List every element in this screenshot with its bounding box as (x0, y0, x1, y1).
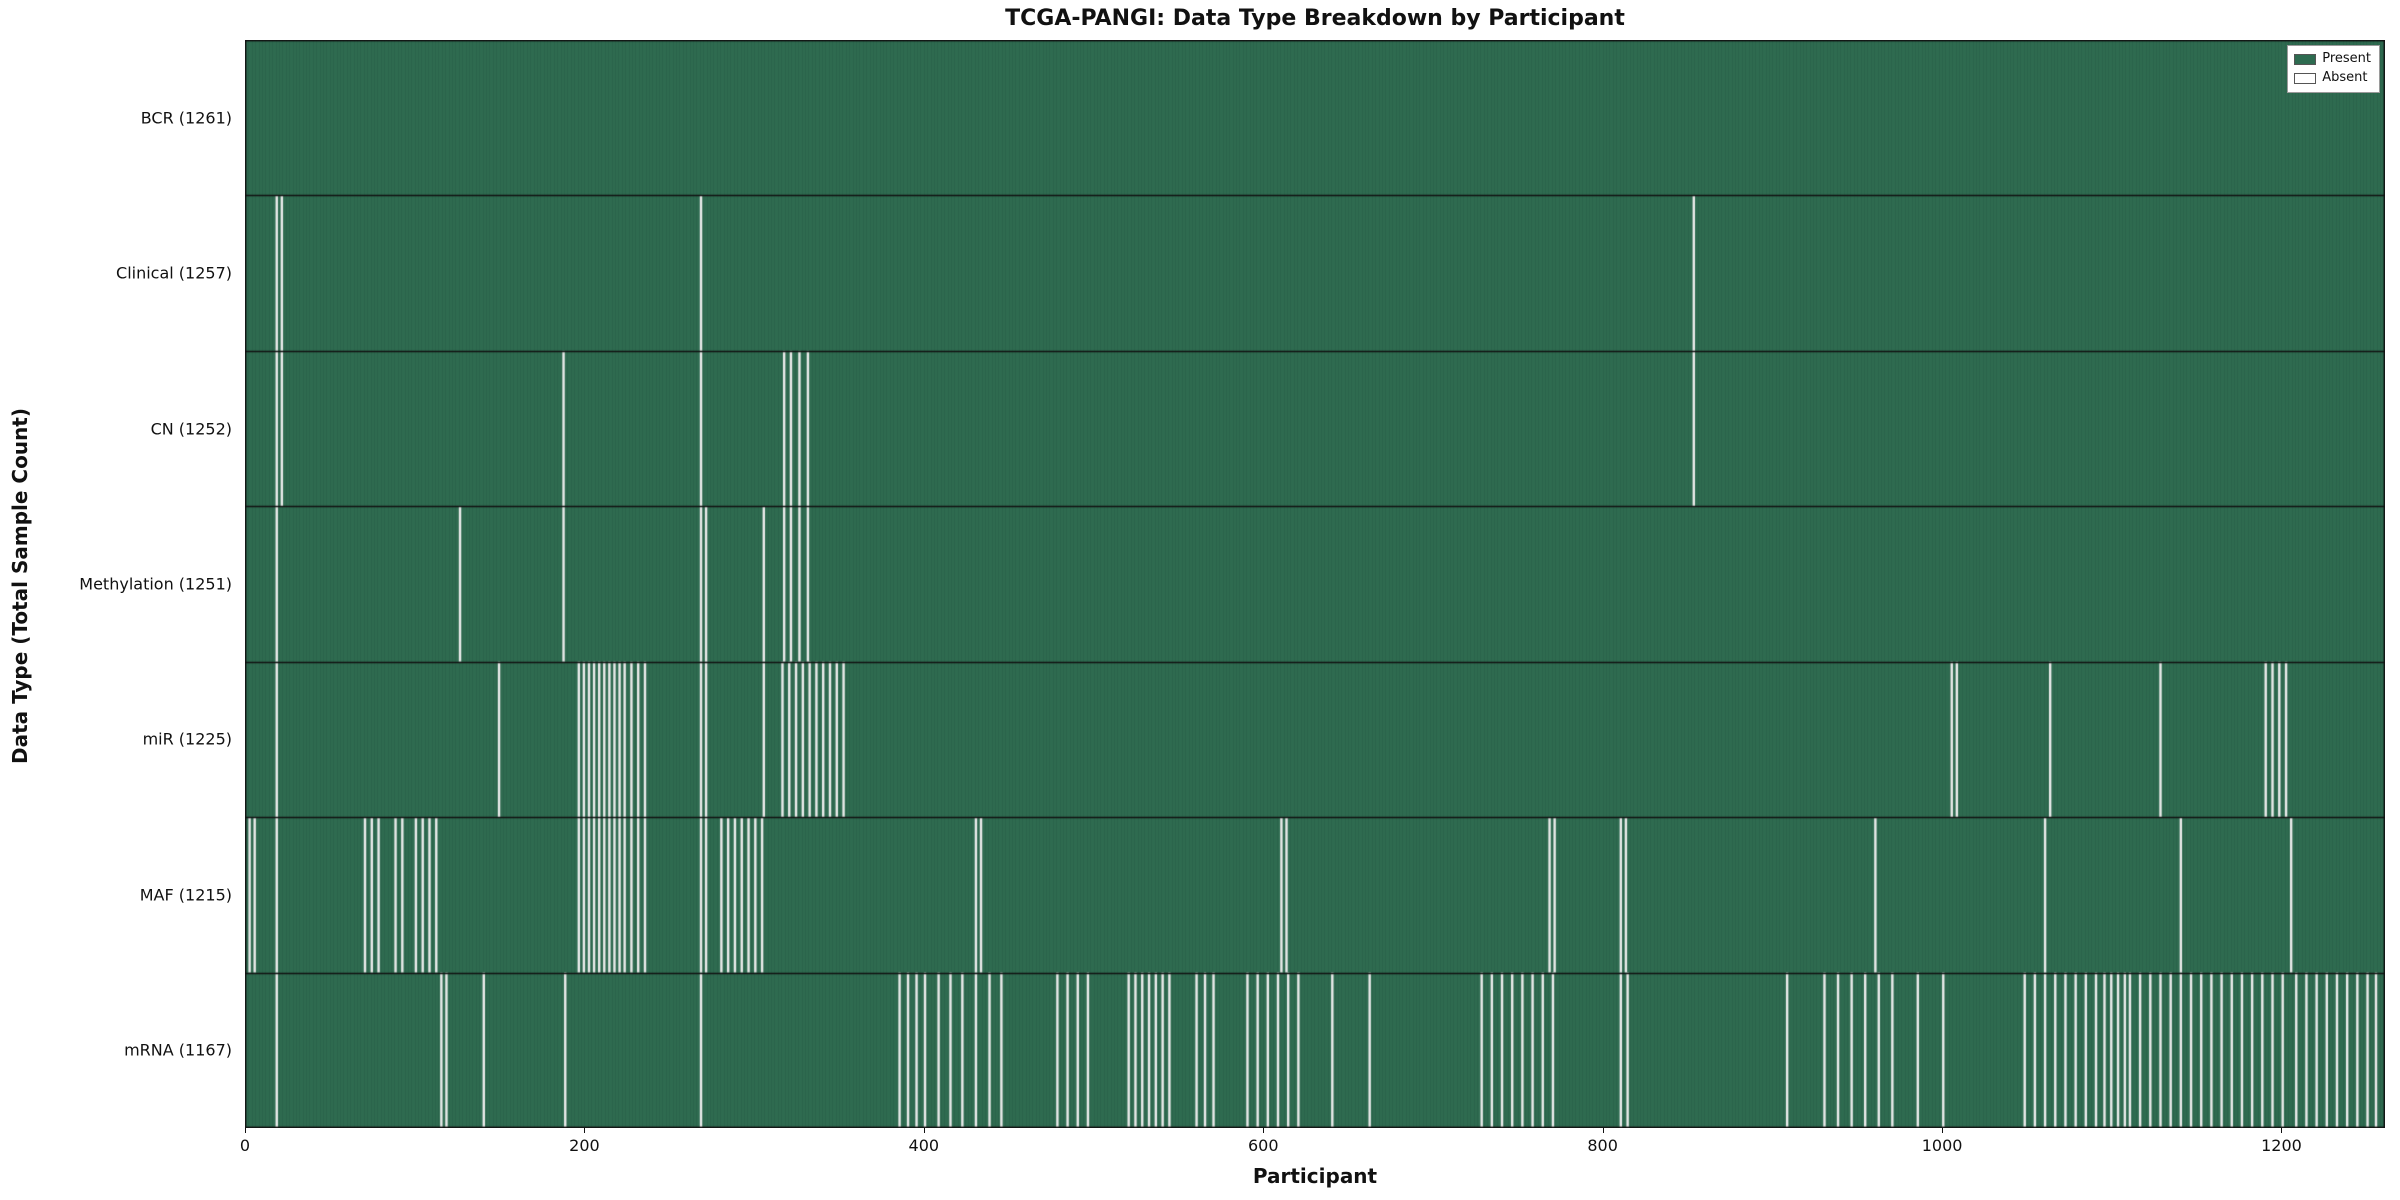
x-tick-mark (245, 1128, 246, 1133)
x-tick-mark (1602, 1128, 1604, 1133)
chart-title: TCGA-PANGI: Data Type Breakdown by Parti… (1005, 6, 1625, 31)
y-tick-label: CN (1252) (150, 419, 232, 439)
legend-item-absent: Absent (2294, 69, 2371, 88)
x-axis-label: Participant (1252, 1164, 1378, 1188)
x-tick-label: 0 (239, 1136, 251, 1155)
x-tick-label: 600 (1247, 1136, 1279, 1155)
x-tick-mark (2281, 1128, 2283, 1133)
x-tick-label: 400 (908, 1136, 940, 1155)
y-tick-label: Methylation (1251) (79, 574, 232, 594)
y-tick-label: MAF (1215) (139, 885, 232, 905)
y-tick-label: mRNA (1167) (124, 1040, 232, 1060)
y-tick-label: BCR (1261) (140, 108, 232, 128)
x-tick-label: 1000 (1921, 1136, 1963, 1155)
x-tick-mark (584, 1128, 586, 1133)
x-tick-mark (1263, 1128, 1265, 1133)
absent-swatch-icon (2294, 72, 2317, 84)
x-tick-mark (923, 1128, 925, 1133)
x-tick-label: 200 (569, 1136, 600, 1155)
legend-present-label: Present (2322, 51, 2371, 66)
x-tick-label: 800 (1587, 1136, 1618, 1155)
heatmap-canvas (245, 40, 2385, 1128)
x-tick-label: 1200 (2261, 1136, 2302, 1155)
y-tick-label: Clinical (1257) (116, 263, 232, 283)
present-swatch-icon (2294, 53, 2317, 65)
legend: Present Absent (2287, 45, 2380, 93)
plot-area: Present Absent (245, 40, 2385, 1128)
legend-item-present: Present (2294, 50, 2371, 69)
y-tick-label: miR (1225) (142, 729, 232, 749)
legend-absent-label: Absent (2322, 69, 2368, 85)
x-tick-mark (1942, 1128, 1944, 1133)
